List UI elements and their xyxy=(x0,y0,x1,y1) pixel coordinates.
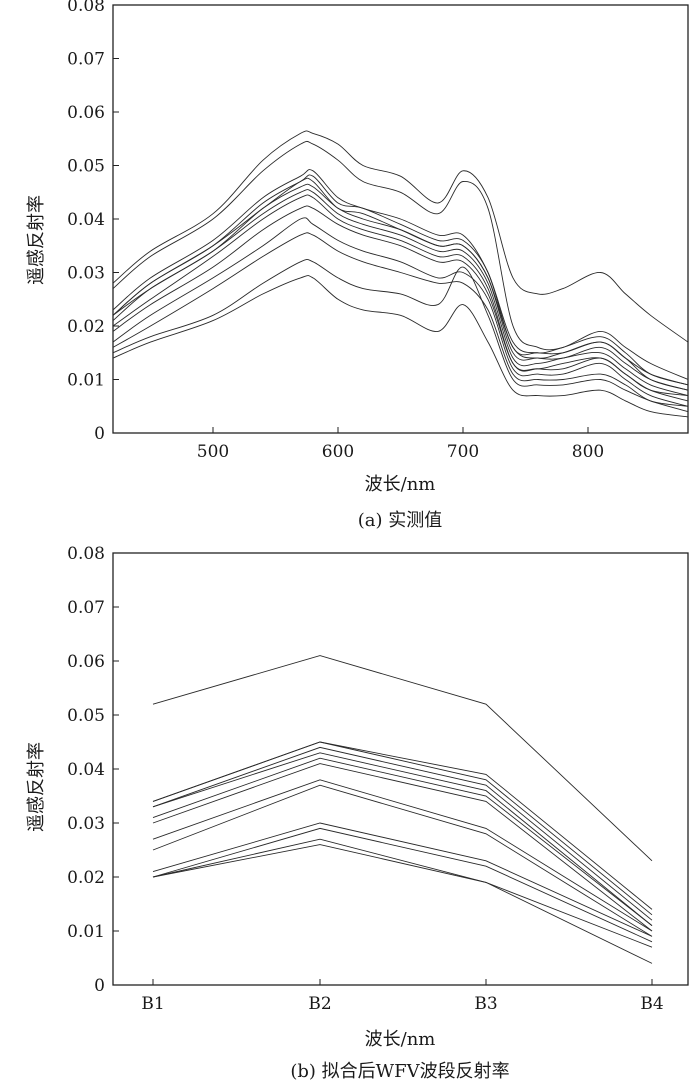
y-tick-label-a: 0.07 xyxy=(67,50,105,70)
y-tick-label-b: 0.02 xyxy=(67,868,105,888)
series-line-b-5 xyxy=(152,752,653,926)
x-tick-label-a: 600 xyxy=(322,442,354,462)
y-tick-label-b: 0.05 xyxy=(67,706,105,726)
x-tick-label-b: B2 xyxy=(308,994,331,1014)
series-line-b-7 xyxy=(152,763,653,932)
series-line-a-12 xyxy=(112,258,689,413)
series-line-a-10 xyxy=(112,217,689,407)
axis-ticks-b xyxy=(113,552,653,986)
series-line-b-11 xyxy=(152,827,653,943)
series-line-a-6 xyxy=(112,183,689,391)
series-line-a-9 xyxy=(112,205,689,402)
y-tick-label-b: 0.06 xyxy=(67,652,105,672)
y-tick-label-a: 0.02 xyxy=(67,317,105,337)
x-tick-label-b: B4 xyxy=(640,994,663,1014)
y-tick-label-b: 0.04 xyxy=(67,760,105,780)
y-tick-label-a: 0 xyxy=(94,424,105,444)
panel-fitted: 0 0.01 0.02 0.03 0.04 0.05 0.06 0.07 0.08 B1 B2 B3… xyxy=(26,544,689,1082)
y-tick-label-b: 0.08 xyxy=(67,544,105,564)
series-group-a xyxy=(112,130,689,418)
series-line-b-6 xyxy=(152,757,653,926)
x-tick-label-a: 500 xyxy=(197,442,229,462)
y-tick-label-b: 0.07 xyxy=(67,598,105,618)
y-axis-title-b: 遥感反射率 xyxy=(26,742,47,832)
series-line-b-13 xyxy=(152,844,653,964)
series-line-b-1 xyxy=(152,655,653,862)
y-tick-label-a: 0.01 xyxy=(67,371,105,391)
x-tick-label-a: 700 xyxy=(447,442,479,462)
series-line-a-3 xyxy=(112,169,689,386)
y-tick-label-a: 0.05 xyxy=(67,157,105,177)
series-line-a-13 xyxy=(112,275,689,418)
y-tick-label-b: 0.01 xyxy=(67,922,105,942)
x-axis-title-b: 波长/nm xyxy=(365,1029,436,1050)
x-tick-labels-a: 500 600 700 800 xyxy=(197,442,604,462)
y-tick-label-b: 0.03 xyxy=(67,814,105,834)
series-line-b-4 xyxy=(152,746,653,921)
y-tick-label-a: 0.06 xyxy=(67,103,105,123)
panel-measured: 0 0.01 0.02 0.03 0.04 0.05 0.06 0.07 0.08 500 600… xyxy=(26,0,689,531)
series-group-b xyxy=(152,655,653,964)
x-tick-label-b: B1 xyxy=(141,994,164,1014)
y-axis-title-a: 遥感反射率 xyxy=(26,195,47,285)
series-line-b-12 xyxy=(152,838,653,948)
y-tick-label-a: 0.04 xyxy=(67,210,105,230)
axis-ticks-a xyxy=(113,4,589,434)
x-tick-label-b: B3 xyxy=(474,994,497,1014)
series-line-b-10 xyxy=(152,822,653,937)
plot-frame-b xyxy=(112,552,689,986)
caption-a: (a) 实测值 xyxy=(358,510,443,531)
caption-b: (b) 拟合后WFV波段反射率 xyxy=(290,1061,509,1082)
y-tick-labels-b: 0 0.01 0.02 0.03 0.04 0.05 0.06 0.07 0.08 xyxy=(67,544,105,996)
x-tick-label-a: 800 xyxy=(572,442,604,462)
y-tick-labels-a: 0 0.01 0.02 0.03 0.04 0.05 0.06 0.07 0.08 xyxy=(67,0,105,444)
series-line-a-1 xyxy=(112,130,689,343)
series-line-a-7 xyxy=(112,189,689,397)
y-tick-label-a: 0.08 xyxy=(67,0,105,16)
series-line-b-3 xyxy=(152,741,653,916)
x-tick-labels-b: B1 B2 B3 B4 xyxy=(141,994,663,1014)
series-line-a-11 xyxy=(112,232,689,407)
y-tick-label-b: 0 xyxy=(94,976,105,996)
y-tick-label-a: 0.03 xyxy=(67,264,105,284)
series-line-a-8 xyxy=(112,194,689,397)
x-axis-title-a: 波长/nm xyxy=(365,474,436,495)
series-line-b-9 xyxy=(152,784,653,937)
series-line-b-8 xyxy=(152,779,653,932)
series-line-a-2 xyxy=(112,140,689,380)
